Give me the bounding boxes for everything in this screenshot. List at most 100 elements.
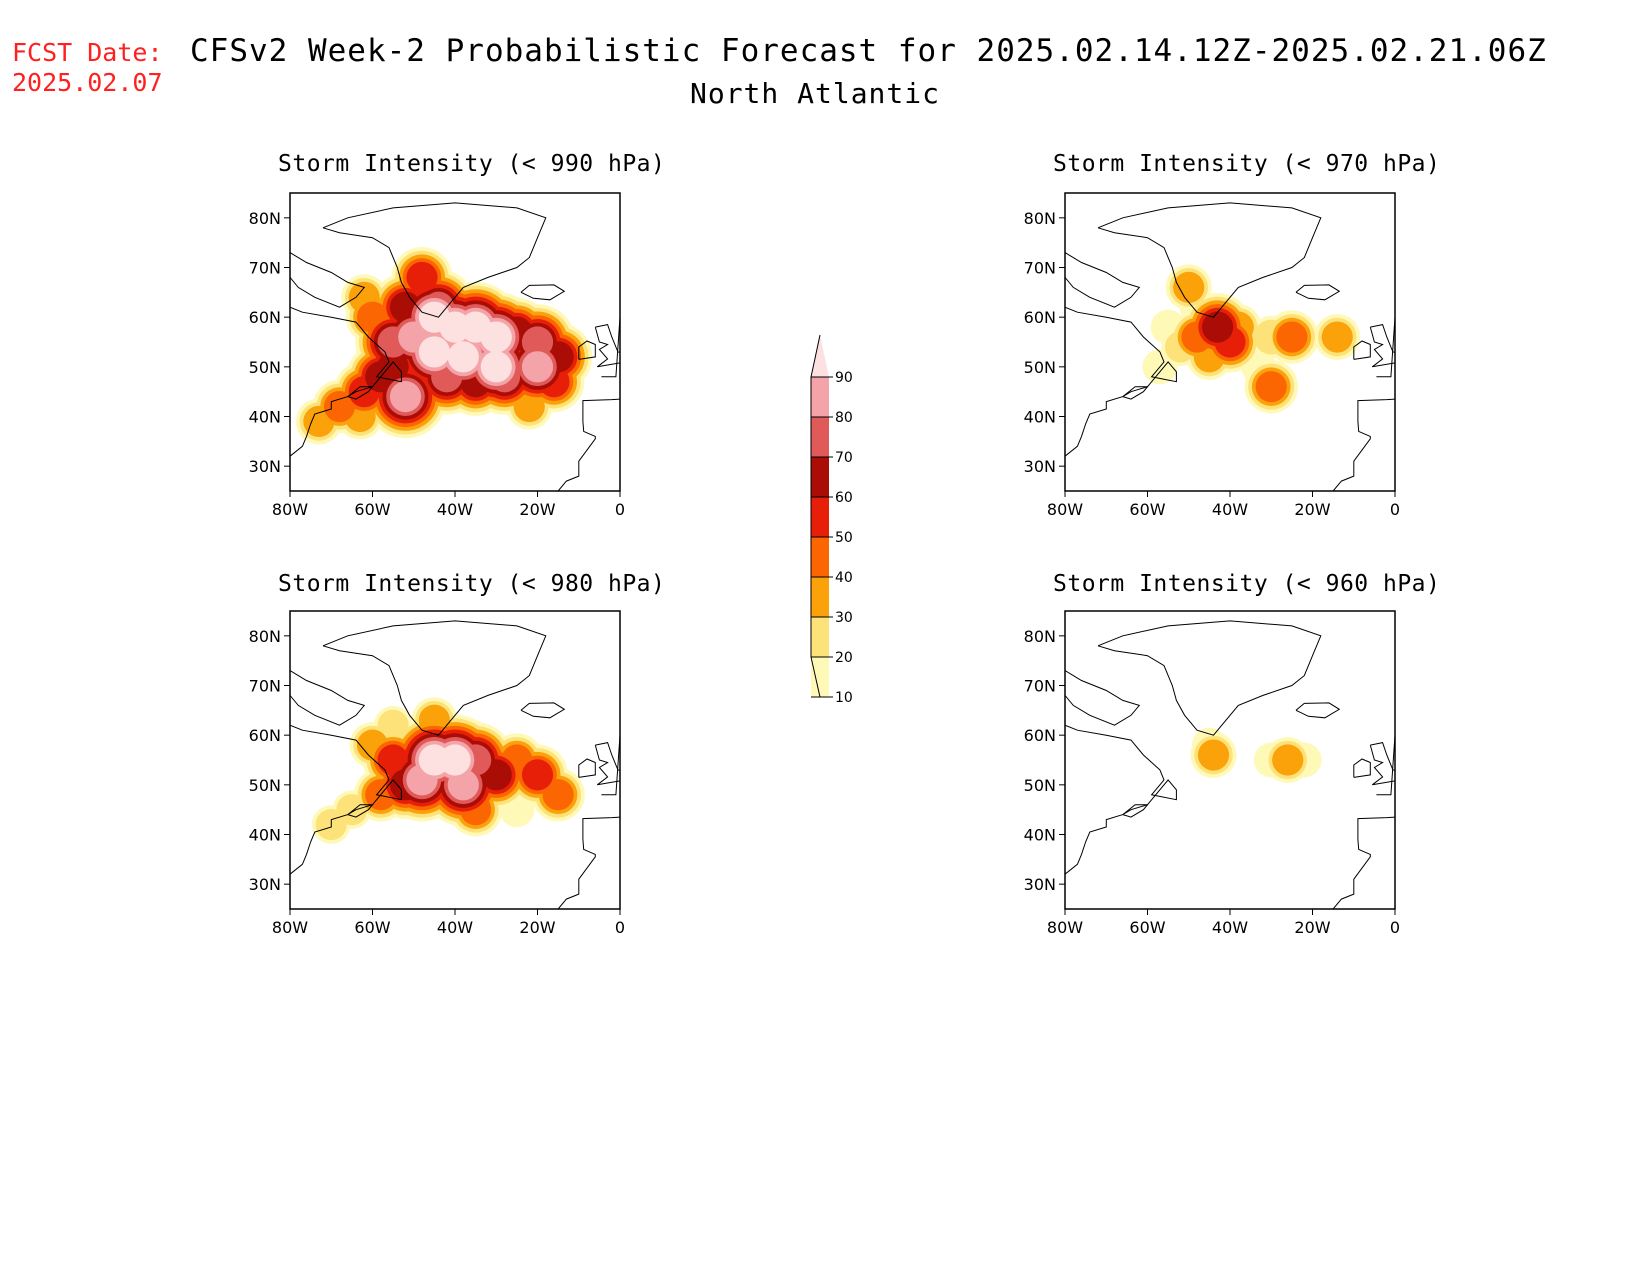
lat-tick-label: 40N — [1024, 826, 1056, 845]
coastline — [557, 816, 620, 909]
lat-tick-label: 70N — [249, 677, 281, 696]
colorbar-label: 70 — [835, 450, 853, 466]
lat-tick-label: 50N — [1024, 358, 1056, 377]
lon-tick-label: 40W — [437, 918, 473, 937]
probability-contour — [377, 744, 409, 776]
lat-tick-label: 80N — [249, 627, 281, 646]
coastline — [1376, 725, 1395, 796]
map-panel-970: 80N 70N 60N 50N 40N 30N 80W 60W 40W 20W 0 — [1024, 192, 1400, 519]
probability-contour — [1202, 311, 1234, 343]
coastline — [290, 306, 402, 457]
colorbar-segment — [811, 417, 829, 457]
colorbar-segment — [811, 577, 829, 617]
map-panel-980: 80N 70N 60N 50N 40N 30N 80W 60W 40W 20W 0 — [249, 610, 625, 937]
coastline — [1353, 758, 1371, 778]
colorbar-label: 50 — [835, 530, 853, 546]
lon-tick-label: 40W — [437, 500, 473, 519]
coastline — [1295, 702, 1341, 719]
coastline — [1097, 202, 1322, 318]
probability-contour — [1321, 321, 1353, 353]
coastline — [601, 307, 620, 378]
lat-tick-label: 60N — [1024, 308, 1056, 327]
lat-tick-label: 70N — [1024, 677, 1056, 696]
coastline — [520, 702, 566, 719]
lon-tick-label: 80W — [272, 500, 308, 519]
probability-contour — [389, 381, 422, 413]
coastline — [322, 202, 547, 318]
colorbar-segment — [811, 617, 829, 657]
probability-contour — [323, 390, 356, 423]
lat-tick-label: 80N — [249, 209, 281, 228]
probability-contour — [439, 744, 471, 776]
lat-tick-label: 30N — [1024, 457, 1056, 476]
panel-title-960: Storm Intensity (< 960 hPa) — [1053, 571, 1441, 597]
lon-tick-label: 60W — [354, 500, 390, 519]
probability-contour — [447, 341, 479, 373]
page-subtitle: North Atlantic — [689, 77, 940, 110]
lat-tick-label: 70N — [249, 259, 281, 278]
coastline — [1353, 340, 1371, 360]
coastline — [1065, 306, 1177, 457]
lon-tick-label: 20W — [519, 500, 555, 519]
colorbar-segment — [811, 377, 829, 417]
probability-contour — [542, 779, 574, 811]
probability-contour — [521, 351, 554, 383]
colorbar-segment — [811, 497, 829, 537]
colorbar-label: 30 — [835, 610, 853, 626]
colorbar-label: 80 — [835, 410, 853, 426]
lat-tick-label: 50N — [249, 358, 281, 377]
lon-tick-label: 40W — [1212, 918, 1248, 937]
probability-contour — [418, 336, 450, 368]
coastline — [322, 620, 547, 736]
lat-tick-label: 80N — [1024, 209, 1056, 228]
lat-tick-label: 30N — [249, 875, 281, 894]
lat-tick-label: 80N — [1024, 627, 1056, 646]
colorbar-segment — [811, 457, 829, 497]
coastline — [1065, 670, 1141, 726]
coastline — [1369, 324, 1395, 368]
lon-tick-label: 20W — [1294, 918, 1330, 937]
lon-tick-label: 60W — [354, 918, 390, 937]
colorbar-label: 20 — [835, 650, 853, 666]
lat-tick-label: 30N — [249, 457, 281, 476]
colorbar-bottom-extension — [811, 657, 829, 697]
probability-contour — [1272, 744, 1304, 776]
lon-tick-label: 80W — [1047, 500, 1083, 519]
lon-tick-label: 60W — [1129, 500, 1165, 519]
lon-tick-label: 60W — [1129, 918, 1165, 937]
map-panel-960: 80N 70N 60N 50N 40N 30N 80W 60W 40W 20W 0 — [1024, 610, 1400, 937]
coastline — [290, 724, 402, 875]
lon-tick-label: 0 — [615, 500, 625, 519]
probability-contour — [1276, 321, 1308, 353]
lon-tick-label: 0 — [1390, 918, 1400, 937]
probability-contour — [1255, 371, 1287, 403]
coastline — [601, 725, 620, 796]
probability-contour — [406, 261, 438, 294]
lon-tick-label: 0 — [615, 918, 625, 937]
coastline — [1122, 386, 1149, 400]
coastline — [578, 758, 596, 778]
coastline — [578, 340, 596, 360]
coastline — [347, 804, 374, 818]
lat-tick-label: 50N — [249, 776, 281, 795]
lon-tick-label: 0 — [1390, 500, 1400, 519]
forecast-date-block: FCST Date: 2025.02.07 — [12, 38, 163, 98]
coastline — [290, 670, 366, 726]
lon-tick-label: 80W — [272, 918, 308, 937]
coastline — [290, 252, 366, 308]
probability-contour — [1197, 739, 1230, 771]
forecast-date-value: 2025.02.07 — [12, 68, 163, 97]
lat-tick-label: 40N — [249, 826, 281, 845]
coastline — [1065, 724, 1177, 875]
lat-tick-label: 70N — [1024, 259, 1056, 278]
coastline — [1295, 284, 1341, 301]
lon-tick-label: 20W — [1294, 500, 1330, 519]
lon-tick-label: 20W — [519, 918, 555, 937]
colorbar-label: 10 — [835, 690, 853, 706]
coastline — [1376, 307, 1395, 378]
coastline — [1332, 398, 1395, 491]
colorbar-label: 90 — [835, 370, 853, 386]
probability-contour — [447, 769, 479, 801]
page-title: CFSv2 Week-2 Probabilistic Forecast for … — [190, 33, 1547, 69]
coastline — [594, 324, 620, 368]
